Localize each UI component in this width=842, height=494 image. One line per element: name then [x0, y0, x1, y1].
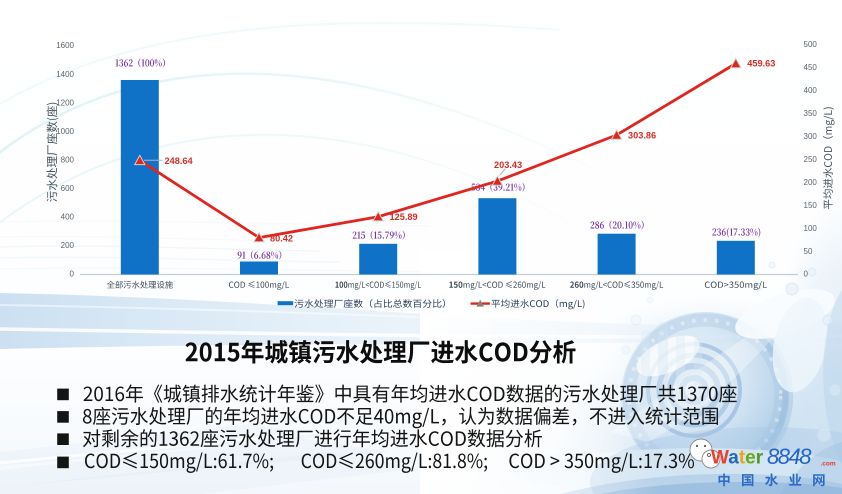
svg-text:1200: 1200 [56, 98, 74, 107]
svg-text:100: 100 [804, 224, 818, 233]
svg-text:125.89: 125.89 [390, 212, 418, 222]
svg-text:Water: Water [711, 448, 764, 469]
svg-text:203.43: 203.43 [494, 160, 522, 170]
svg-text:1600: 1600 [56, 41, 74, 50]
svg-text:350: 350 [804, 109, 818, 118]
svg-text:.com: .com [821, 461, 836, 468]
svg-text:303.86: 303.86 [628, 130, 656, 140]
svg-text:150: 150 [804, 201, 818, 210]
svg-text:8848: 8848 [767, 444, 812, 469]
svg-text:450: 450 [804, 63, 818, 72]
svg-text:200: 200 [61, 241, 75, 250]
svg-text:600: 600 [61, 184, 75, 193]
svg-text:0: 0 [70, 270, 75, 279]
svg-text:500: 500 [804, 40, 818, 49]
svg-text:248.64: 248.64 [165, 156, 194, 166]
svg-text:400: 400 [61, 213, 75, 222]
svg-text:50: 50 [804, 247, 813, 256]
svg-text:250: 250 [804, 155, 818, 164]
svg-text:200: 200 [804, 178, 818, 187]
svg-text:0: 0 [804, 270, 809, 279]
svg-text:80.42: 80.42 [270, 233, 293, 243]
svg-text:1400: 1400 [56, 70, 74, 79]
svg-text:1000: 1000 [56, 127, 74, 136]
svg-text:459.63: 459.63 [747, 59, 775, 69]
svg-text:300: 300 [804, 132, 818, 141]
svg-text:400: 400 [804, 86, 818, 95]
svg-text:800: 800 [61, 155, 75, 164]
